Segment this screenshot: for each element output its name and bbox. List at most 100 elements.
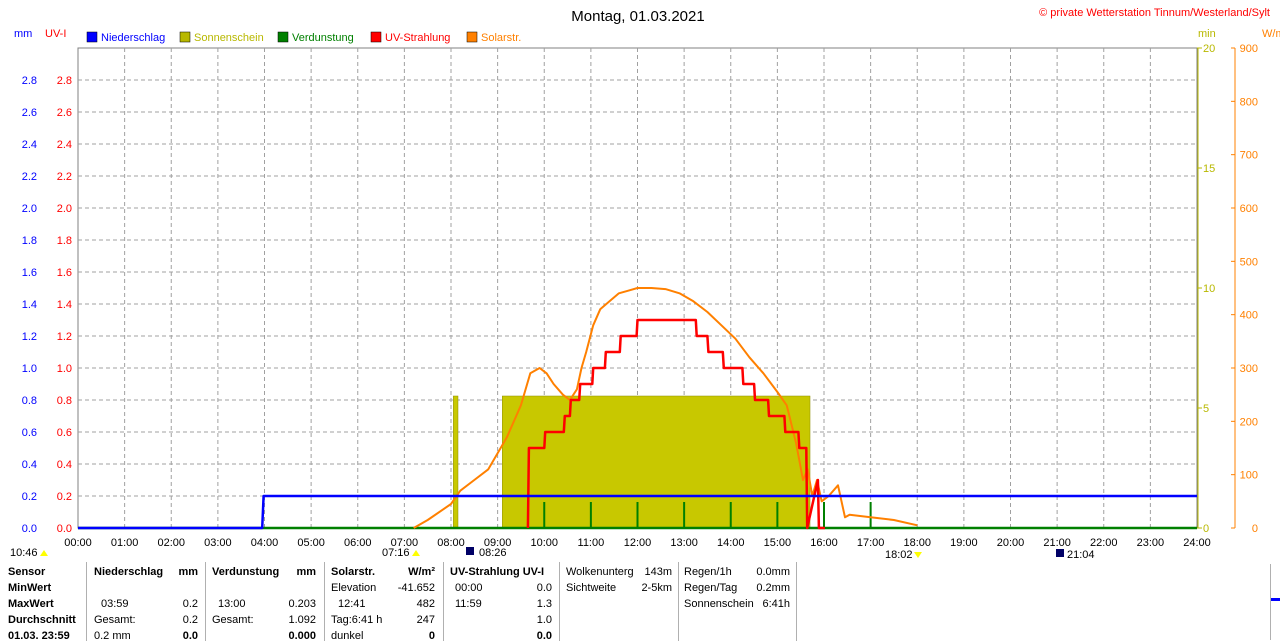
y-tick-mm: 2.8	[22, 75, 37, 87]
niederschlag-max-time: 03:59	[101, 598, 129, 610]
regen-1h-value: 0.0mm	[756, 566, 790, 578]
solar-unit: W/m²	[408, 566, 435, 578]
y-tick-min: 0	[1203, 523, 1209, 535]
stats-regen: Regen/1h 0.0mm Regen/Tag 0.2mm Sonnenschei…	[684, 564, 790, 612]
solar-elevation-value: -41.652	[397, 582, 435, 594]
niederschlag-header: Niederschlag	[94, 566, 164, 578]
y-tick-mm: 2.6	[22, 107, 37, 119]
x-tick-label: 16:00	[810, 537, 838, 549]
uv-min-time: 00:00	[455, 582, 483, 594]
legend-swatch	[179, 31, 191, 43]
legend-label: UV-Strahlung	[385, 32, 450, 44]
series-uvstrahlung	[526, 318, 826, 530]
sunshine-bar	[453, 395, 459, 529]
y-tick-uvi: 1.2	[57, 331, 72, 343]
legend-swatch	[370, 31, 382, 43]
verdunstung-sum-label: Gesamt:	[212, 614, 254, 626]
time-marker-label: 08:26	[479, 547, 507, 559]
y-tick-uvi: 0.4	[57, 459, 72, 471]
solar-elevation-label: Elevation	[331, 582, 377, 594]
x-tick-label: 09:00	[484, 537, 512, 549]
y-tick-min: 15	[1203, 163, 1215, 175]
y-tick-wm2: 0	[1252, 523, 1258, 535]
y-tick-uvi: 2.8	[57, 75, 72, 87]
time-markers: 10:46 07:16 08:26 18:02 21:04	[10, 547, 1095, 560]
divider	[559, 562, 560, 641]
x-tick-label: 04:00	[251, 537, 279, 549]
unit-wm2: W/m²	[1262, 28, 1280, 40]
x-tick-label: 13:00	[670, 537, 698, 549]
weather-chart: 00:00 01:00 02:00 03:00 04:00 05:00 06:00 07:00…	[10, 7, 1280, 560]
x-tick-label: 22:00	[1090, 537, 1118, 549]
sunset-marker-icon	[914, 552, 922, 558]
y-tick-mm: 1.0	[22, 363, 37, 375]
y-tick-uvi: 1.8	[57, 235, 72, 247]
chart-title: Montag, 01.03.2021	[571, 8, 704, 25]
x-tick-label: 03:00	[204, 537, 232, 549]
y-tick-uvi: 2.0	[57, 203, 72, 215]
label-sensor: Sensor	[8, 566, 46, 578]
x-tick-label: 01:00	[111, 537, 139, 549]
divider	[678, 562, 679, 641]
y-tick-wm2: 100	[1240, 470, 1258, 482]
uv-header: UV-Strahlung UV-I	[450, 566, 545, 578]
y-tick-mm: 1.4	[22, 299, 37, 311]
niederschlag-sum-label: Gesamt:	[94, 614, 136, 626]
moon-marker-icon	[466, 547, 474, 555]
x-tick-label: 10:00	[530, 537, 558, 549]
divider	[86, 562, 87, 641]
x-tick-label: 08:00	[437, 537, 465, 549]
x-tick-label: 07:00	[391, 537, 419, 549]
wolkenunterg-value: 143m	[644, 566, 672, 578]
y-tick-mm: 0.0	[22, 523, 37, 535]
y-tick-mm: 2.0	[22, 203, 37, 215]
divider	[443, 562, 444, 641]
y-tick-wm2: 600	[1240, 203, 1258, 215]
stats-solar: Solarstr. W/m² Elevation -41.652 12:41 482 …	[331, 564, 435, 644]
stats-labels: Sensor MinWert MaxWert Durchschnitt 01.0…	[8, 564, 84, 644]
y-tick-wm2: 900	[1240, 43, 1258, 55]
sun-marker-icon	[40, 550, 48, 556]
sunshine-bars	[453, 395, 872, 529]
x-tick-label: 15:00	[764, 537, 792, 549]
uv-max-time: 11:59	[455, 598, 482, 610]
x-tick-label: 00:00	[64, 537, 92, 549]
regen-tag-value: 0.2mm	[756, 582, 790, 594]
y-tick-mm: 2.4	[22, 139, 37, 151]
legend-label: Verdunstung	[292, 32, 354, 44]
y-tick-wm2: 800	[1240, 96, 1258, 108]
y-tick-min: 5	[1203, 403, 1209, 415]
time-marker-label: 10:46	[10, 547, 38, 559]
y-tick-min: 10	[1203, 283, 1215, 295]
x-tick-label: 17:00	[857, 537, 885, 549]
y-tick-mm: 0.6	[22, 427, 37, 439]
label-durchschnitt: Durchschnitt	[8, 614, 76, 626]
y-tick-uvi: 1.6	[57, 267, 72, 279]
solar-dark-value: 0	[428, 630, 435, 642]
x-tick-label: 02:00	[157, 537, 185, 549]
x-tick-label: 21:00	[1043, 537, 1071, 549]
x-tick-label: 05:00	[297, 537, 325, 549]
moonset-marker-icon	[1056, 549, 1064, 557]
divider	[796, 562, 797, 641]
y-tick-mm: 1.2	[22, 331, 37, 343]
y-tick-mm: 0.2	[22, 491, 37, 503]
solar-dark-label: dunkel	[331, 630, 364, 642]
niederschlag-unit: mm	[178, 566, 198, 578]
uv-last-value: 0.0	[536, 630, 552, 642]
x-tick-label: 24:00	[1183, 537, 1211, 549]
scroll-mark	[1271, 598, 1280, 601]
legend-label: Sonnenschein	[194, 32, 264, 44]
unit-mm: mm	[14, 28, 32, 40]
regen-tag-label: Regen/Tag	[684, 582, 738, 594]
stats-panel: Sensor MinWert MaxWert Durchschnitt 01.0…	[0, 560, 1280, 644]
scroll-indicator	[1270, 564, 1271, 640]
legend-label: Solarstr.	[481, 32, 521, 44]
time-marker-label: 18:02	[885, 549, 913, 560]
verdunstung-unit: mm	[296, 566, 316, 578]
time-marker-label: 21:04	[1067, 549, 1095, 560]
regen-1h-label: Regen/1h	[684, 566, 732, 578]
legend-label: Niederschlag	[101, 32, 165, 44]
niederschlag-avg-label: 0.2 mm	[94, 630, 131, 642]
unit-uvi: UV-I	[45, 28, 66, 40]
